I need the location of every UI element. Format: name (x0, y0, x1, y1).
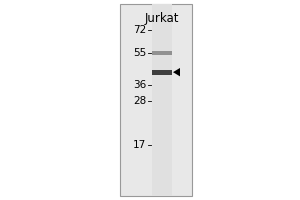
Bar (152, 70, 172, 75)
Text: 28: 28 (133, 96, 146, 106)
Bar (152, 51, 172, 55)
Text: 36: 36 (133, 80, 146, 90)
Polygon shape (173, 68, 180, 76)
Text: Jurkat: Jurkat (145, 12, 179, 25)
Text: 17: 17 (133, 140, 146, 150)
Text: 55: 55 (133, 48, 146, 58)
Text: 72: 72 (133, 25, 146, 35)
Bar (152, 4, 172, 196)
Bar (120, 4, 192, 196)
